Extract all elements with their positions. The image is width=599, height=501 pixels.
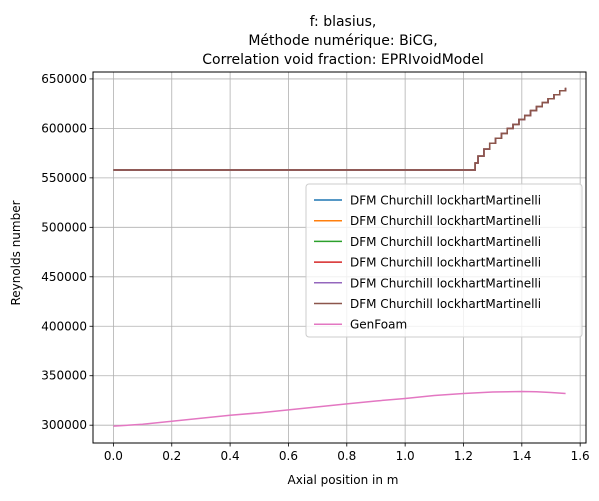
title-line-3: Correlation void fraction: EPRIvoidModel xyxy=(202,52,483,68)
y-tick-label: 500000 xyxy=(41,220,87,234)
y-tick-label: 300000 xyxy=(41,418,87,432)
x-axis-label: Axial position in m xyxy=(288,473,399,487)
title-line-1: f: blasius, xyxy=(310,14,377,30)
x-axis: 0.0 0.2 0.4 0.6 0.8 1.0 1.2 1.4 1.6 xyxy=(104,443,590,463)
legend-label-6: DFM Churchill lockhartMartinelli xyxy=(350,297,541,311)
x-tick-label: 1.4 xyxy=(512,449,531,463)
legend: DFM Churchill lockhartMartinelli DFM Chur… xyxy=(305,183,583,338)
y-tick-label: 450000 xyxy=(41,270,87,284)
legend-box xyxy=(305,183,583,338)
legend-label-5: DFM Churchill lockhartMartinelli xyxy=(350,276,541,290)
legend-label-3: DFM Churchill lockhartMartinelli xyxy=(350,235,541,249)
y-tick-label: 350000 xyxy=(41,369,87,383)
y-tick-label: 600000 xyxy=(41,121,87,135)
y-axis: 300000 350000 400000 450000 500000 550000 6000… xyxy=(41,72,93,432)
plot-area-frame xyxy=(92,71,587,444)
y-axis-label: Reynolds number xyxy=(9,200,23,305)
title-line-2: Méthode numérique: BiCG, xyxy=(248,33,437,49)
x-tick-label: 0.4 xyxy=(221,449,240,463)
chart-title: f: blasius, Méthode numérique: BiCG, Cor… xyxy=(202,14,483,68)
y-tick-label: 400000 xyxy=(41,319,87,333)
series-line-6 xyxy=(113,87,567,171)
legend-label-2: DFM Churchill lockhartMartinelli xyxy=(350,214,541,228)
legend-label-1: DFM Churchill lockhartMartinelli xyxy=(350,194,541,208)
series-group xyxy=(113,87,567,427)
y-tick-label: 550000 xyxy=(41,171,87,185)
legend-label-4: DFM Churchill lockhartMartinelli xyxy=(350,256,541,270)
series-line-7 xyxy=(113,390,566,427)
x-tick-label: 0.2 xyxy=(162,449,181,463)
x-tick-label: 1.0 xyxy=(396,449,415,463)
y-tick-label: 650000 xyxy=(41,72,87,86)
x-tick-label: 0.6 xyxy=(279,449,298,463)
x-tick-label: 0.8 xyxy=(337,449,356,463)
x-tick-label: 0.0 xyxy=(104,449,123,463)
x-tick-label: 1.6 xyxy=(571,449,590,463)
legend-label-7: GenFoam xyxy=(350,318,407,332)
x-tick-label: 1.2 xyxy=(454,449,473,463)
